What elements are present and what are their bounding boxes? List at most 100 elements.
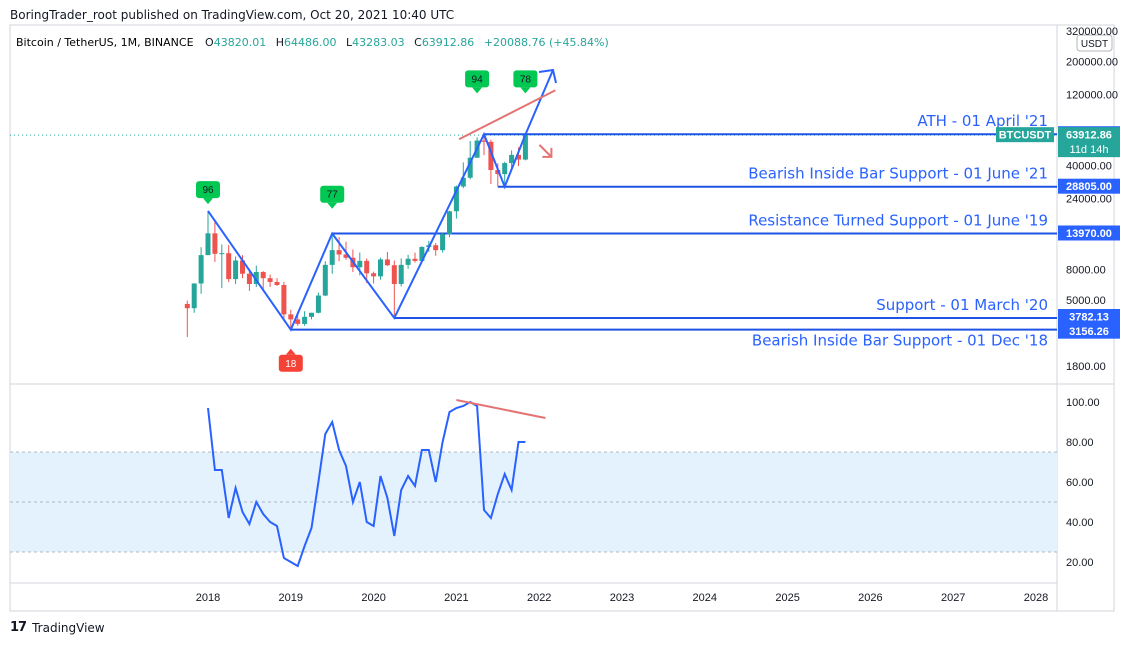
candle-body — [329, 250, 335, 265]
price-tick-label: 8000.00 — [1066, 265, 1106, 277]
candle-body — [398, 264, 404, 284]
candle-body — [447, 211, 452, 235]
sell-signal-flag[interactable]: 78 — [513, 70, 538, 94]
x-tick-label: 2027 — [941, 592, 965, 604]
price-tick-label: 120000.00 — [1066, 89, 1118, 101]
candle-body — [302, 316, 308, 324]
candle-body — [460, 177, 466, 187]
candle-body — [405, 258, 411, 265]
current-price-badge — [1058, 127, 1120, 158]
high-label: H — [276, 36, 284, 49]
level-label: Support - 01 March '20 — [876, 296, 1048, 314]
x-tick-label: 2018 — [196, 592, 220, 604]
candle-body — [226, 253, 232, 280]
signal-flag-body — [320, 185, 345, 203]
level-price-label: 13970.00 — [1066, 228, 1112, 240]
candle-body — [219, 253, 225, 255]
signal-flag-pointer — [520, 87, 531, 94]
x-tick-label: 2025 — [775, 592, 799, 604]
level-label: Bearish Inside Bar Support - 01 June '21 — [748, 165, 1048, 183]
currency-badge[interactable] — [1076, 34, 1113, 52]
candle-body — [440, 234, 446, 251]
candle-body — [198, 255, 204, 284]
candle-body — [336, 250, 342, 255]
price-tick-label: 200000.00 — [1066, 56, 1118, 68]
bearish-divergence-line[interactable] — [458, 89, 556, 141]
price-tick-label: 24000.00 — [1066, 194, 1112, 206]
candle-body — [315, 295, 321, 313]
level-price-badge — [1058, 308, 1120, 324]
signal-flag-body — [513, 70, 538, 88]
candle-body — [295, 319, 301, 324]
candle-body — [322, 264, 328, 296]
sell-signal-flag[interactable]: 94 — [465, 70, 490, 94]
rsi-tick-label: 40.00 — [1066, 517, 1094, 529]
x-tick-label: 2023 — [610, 592, 634, 604]
candle-body — [516, 154, 521, 160]
level-label: ATH - 01 April '21 — [917, 112, 1048, 130]
x-tick-label: 2021 — [444, 592, 468, 604]
candle-body — [391, 265, 397, 284]
footer: 17 TradingView — [10, 620, 105, 635]
candle-body — [274, 281, 280, 285]
candle-body — [246, 273, 252, 284]
candle-body — [240, 260, 245, 274]
signal-flag-label: 78 — [520, 74, 532, 85]
x-tick-label: 2022 — [527, 592, 551, 604]
level-price-badge — [1058, 225, 1120, 241]
x-tick-label: 2028 — [1024, 592, 1048, 604]
zigzag-pattern-line[interactable] — [207, 69, 554, 332]
candle-body — [371, 273, 377, 277]
candle-body — [488, 141, 494, 170]
candle-body — [267, 278, 273, 282]
price-tick-label: 1800.00 — [1066, 361, 1106, 373]
candle-body — [502, 163, 508, 175]
low-value: 43283.03 — [352, 36, 405, 49]
close-value: 63912.86 — [422, 36, 475, 49]
candle-countdown-label: 11d 14h — [1070, 144, 1109, 156]
candle-body — [378, 259, 383, 277]
sell-signal-flag[interactable]: 96 — [196, 181, 220, 205]
level-price-badge — [1058, 323, 1120, 339]
price-tick-label: 40000.00 — [1066, 160, 1112, 172]
candle-body — [357, 260, 363, 268]
x-tick-label: 2024 — [693, 592, 717, 604]
tradingview-logo-icon: 17 — [10, 620, 27, 635]
rsi-divergence-line[interactable] — [456, 399, 546, 419]
signal-flag-body — [196, 181, 220, 199]
candle-body — [412, 258, 418, 261]
x-tick-label: 2026 — [858, 592, 882, 604]
level-price-label: 3156.26 — [1069, 326, 1109, 338]
signal-flag-pointer — [472, 87, 483, 94]
candle-body — [509, 154, 515, 164]
candle-body — [495, 169, 501, 175]
open-label: O — [205, 36, 214, 49]
signal-flag-body — [278, 354, 303, 372]
signal-flag-label: 18 — [285, 359, 297, 370]
candle-body — [288, 314, 294, 320]
bearish-arrowhead-icon — [542, 147, 553, 158]
level-price-label: 28805.00 — [1066, 181, 1112, 193]
footer-brand: TradingView — [32, 620, 105, 635]
rsi-tick-label: 60.00 — [1066, 477, 1094, 489]
candle-body — [309, 312, 314, 317]
currency-badge-label: USDT — [1081, 39, 1108, 50]
signal-flag-body — [465, 70, 490, 88]
candle-body — [205, 233, 211, 256]
price-tick-label: 320000.00 — [1066, 26, 1118, 38]
candle-body — [522, 135, 528, 160]
current-price-label: 63912.86 — [1066, 130, 1112, 142]
zigzag-arrowhead-icon — [538, 68, 557, 84]
candle-body — [184, 303, 190, 309]
candle-body — [253, 272, 259, 284]
sell-signal-flag[interactable]: 77 — [320, 185, 345, 209]
close-label: C — [414, 36, 422, 49]
candle-body — [433, 245, 439, 251]
price-tick-label: 5000.00 — [1066, 295, 1106, 307]
symbol-name: Bitcoin / TetherUS, 1M, BINANCE — [16, 36, 194, 49]
low-label: L — [346, 36, 353, 49]
candle-body — [467, 157, 473, 178]
buy-signal-flag[interactable]: 18 — [278, 348, 303, 372]
level-price-label: 3782.13 — [1069, 311, 1109, 323]
